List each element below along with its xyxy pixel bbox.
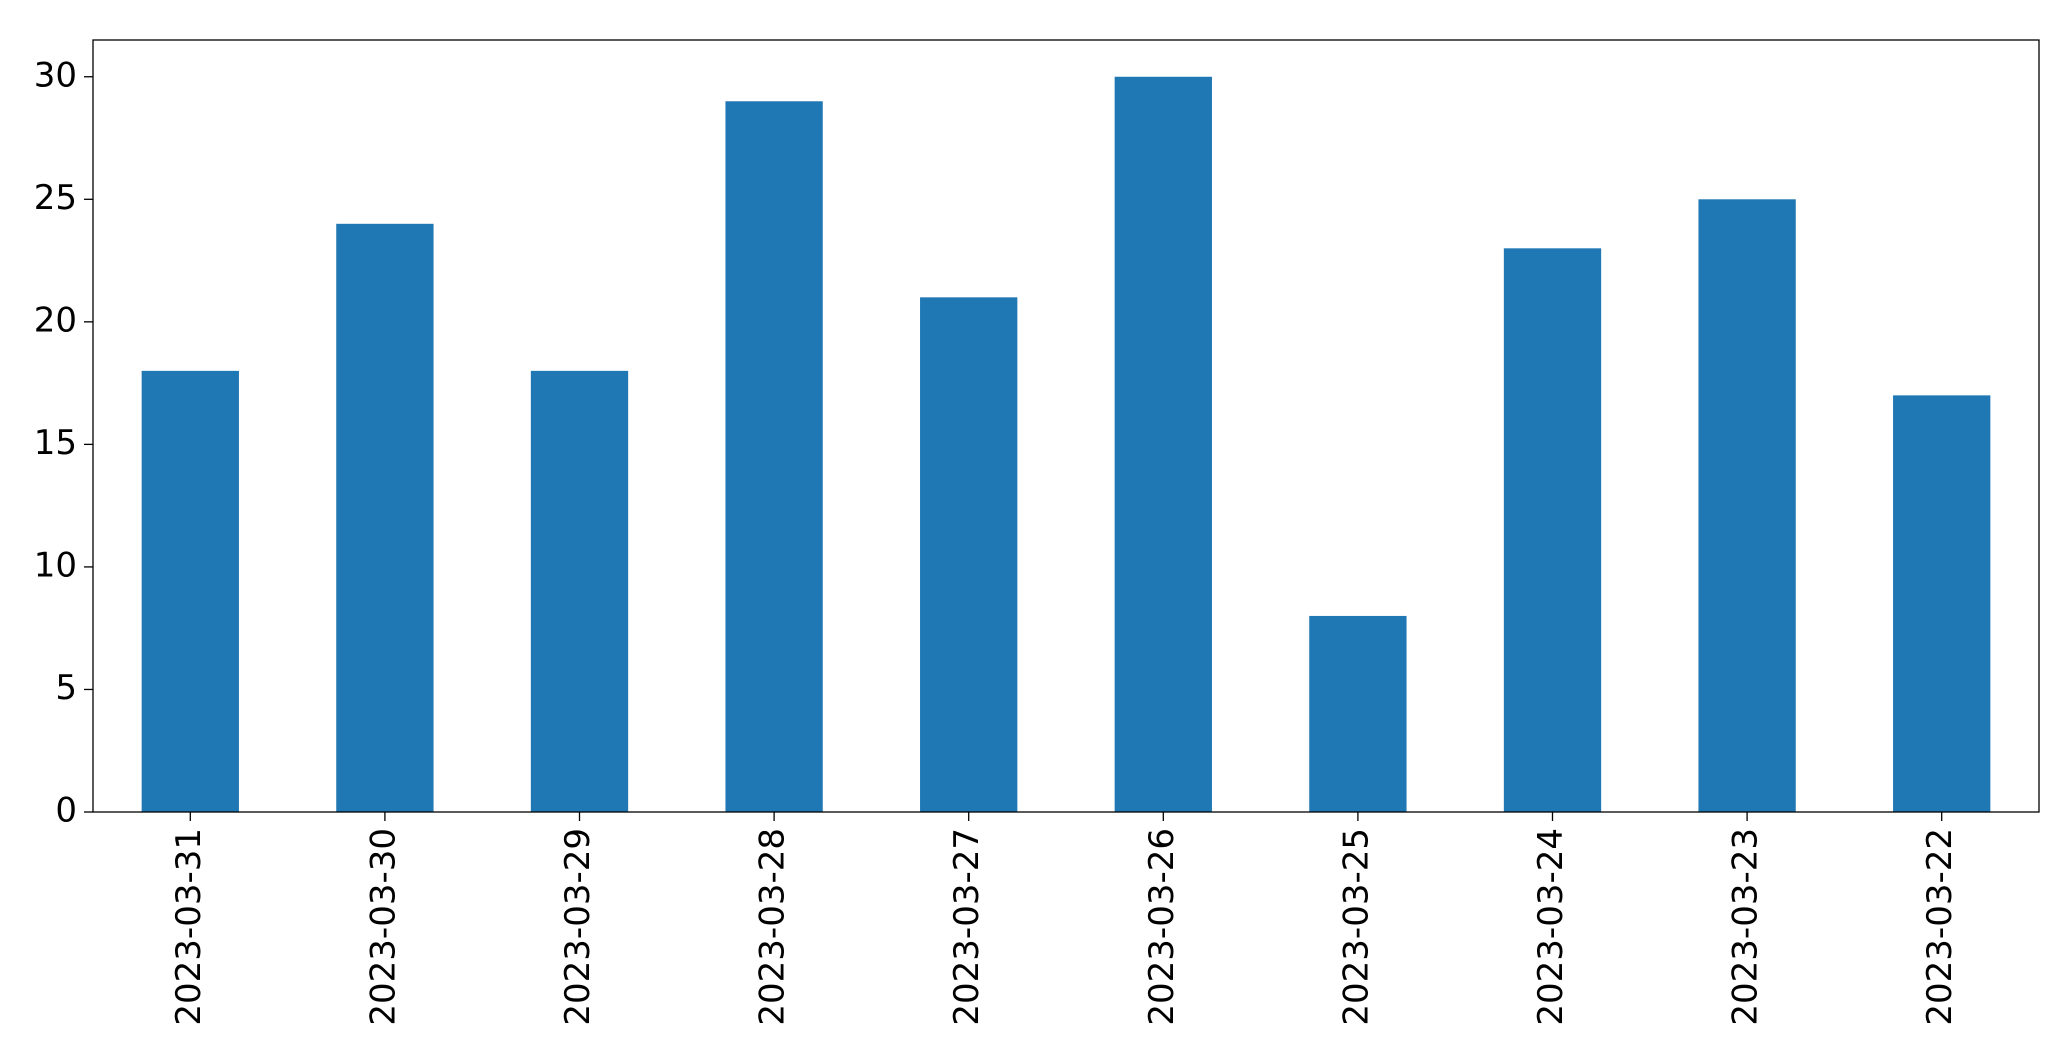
bar	[530, 370, 629, 812]
x-tick-label: 2023-03-25	[1336, 828, 1376, 1026]
y-tick-label: 0	[55, 791, 77, 831]
bar	[1893, 395, 1991, 812]
x-tick-label: 2023-03-28	[753, 828, 793, 1026]
x-tick-label: 2023-03-24	[1531, 828, 1571, 1026]
x-tick-label: 2023-03-27	[947, 828, 987, 1026]
x-tick-label: 2023-03-30	[363, 828, 403, 1026]
y-tick-label: 20	[34, 300, 77, 340]
x-tick-label: 2023-03-23	[1726, 828, 1766, 1026]
x-tick-label: 2023-03-22	[1920, 828, 1960, 1026]
bar	[1698, 199, 1796, 813]
bar	[1114, 76, 1212, 812]
bar	[920, 297, 1018, 812]
bar	[141, 370, 239, 812]
bar	[336, 223, 434, 813]
x-tick-label: 2023-03-26	[1142, 828, 1182, 1026]
x-tick-label: 2023-03-31	[169, 828, 209, 1026]
y-tick-label: 5	[55, 668, 77, 708]
bar	[725, 101, 823, 813]
bar	[1503, 248, 1602, 813]
y-tick-label: 25	[34, 178, 77, 218]
plot-frame	[92, 39, 2040, 813]
y-tick-label: 15	[34, 423, 77, 463]
y-tick-label: 10	[34, 545, 77, 585]
y-tick-label: 30	[34, 55, 77, 95]
bar	[1309, 615, 1407, 812]
x-tick-label: 2023-03-29	[558, 828, 598, 1026]
